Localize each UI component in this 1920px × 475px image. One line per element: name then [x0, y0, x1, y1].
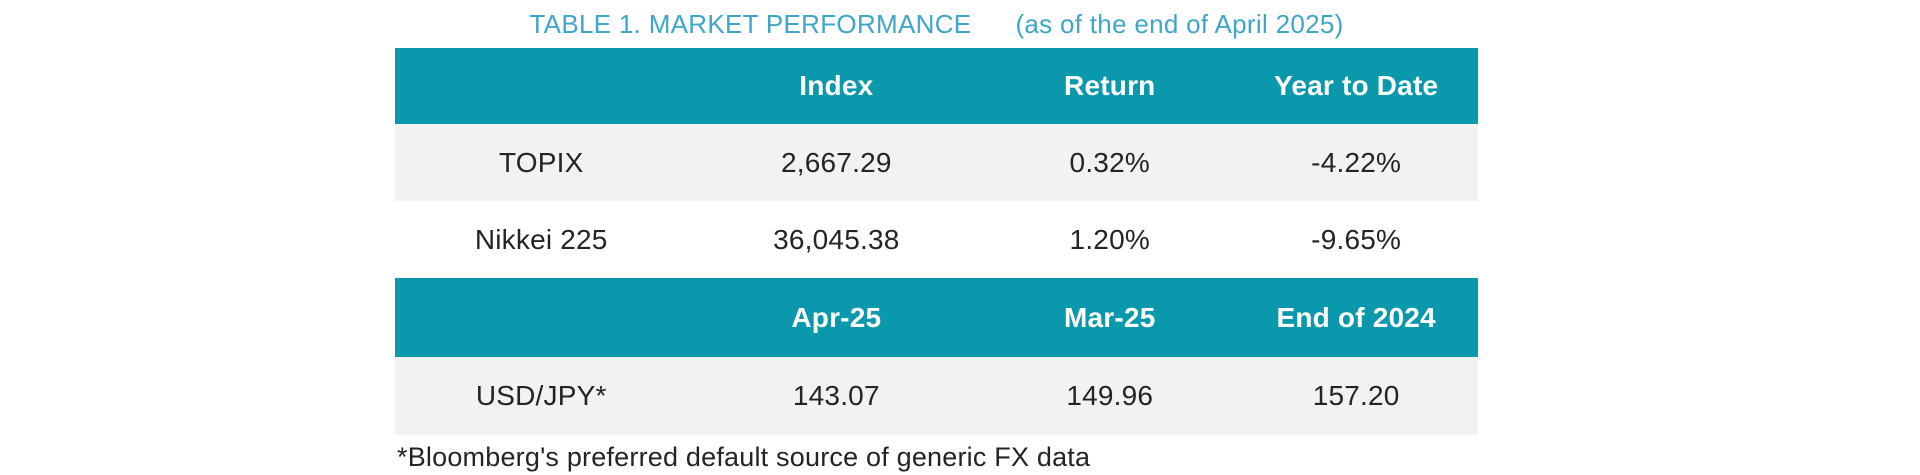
table-row-nikkei-225: Nikkei 225 36,045.38 1.20% -9.65%	[395, 201, 1478, 278]
indices-header-index: Index	[799, 70, 874, 101]
table-title: TABLE 1. MARKET PERFORMANCE (as of the en…	[395, 7, 1478, 41]
table-title-main: TABLE 1. MARKET PERFORMANCE	[529, 9, 972, 39]
fx-header-blank	[395, 278, 687, 357]
fx-header-apr-25: Apr-25	[791, 301, 882, 333]
nikkei-ytd-value: -9.65%	[1311, 223, 1402, 255]
fx-header-mar-25: Mar-25	[1064, 301, 1156, 333]
table-row-usd-jpy: USD/JPY* 143.07 149.96 157.20	[395, 357, 1478, 435]
indices-header-row: Index Return Year to Date	[395, 48, 1478, 124]
footnote: *Bloomberg's preferred default source of…	[397, 442, 1091, 472]
indices-header-return: Return	[1064, 70, 1156, 101]
row-label-nikkei-225: Nikkei 225	[474, 223, 608, 255]
market-performance-table: Index Return Year to Date TOPIX 2,667.29…	[395, 48, 1478, 435]
fx-header-end-of-2024: End of 2024	[1276, 301, 1436, 333]
indices-header-blank	[395, 48, 687, 124]
table-row-topix: TOPIX 2,667.29 0.32% -4.22%	[395, 124, 1478, 201]
usd-jpy-apr-25-value: 143.07	[792, 380, 880, 411]
topix-return-value: 0.32%	[1069, 146, 1150, 178]
topix-index-value: 2,667.29	[781, 146, 892, 178]
fx-header-row: Apr-25 Mar-25 End of 2024	[395, 278, 1478, 357]
topix-ytd-value: -4.22%	[1311, 146, 1402, 178]
row-label-usd-jpy: USD/JPY*	[475, 380, 607, 411]
row-label-topix: TOPIX	[498, 146, 584, 178]
usd-jpy-mar-25-value: 149.96	[1066, 380, 1154, 411]
usd-jpy-end-of-2024-value: 157.20	[1312, 380, 1400, 411]
nikkei-index-value: 36,045.38	[773, 223, 900, 255]
nikkei-return-value: 1.20%	[1069, 223, 1150, 255]
indices-header-year-to-date: Year to Date	[1274, 70, 1439, 101]
table-title-as-of: (as of the end of April 2025)	[1015, 9, 1344, 39]
